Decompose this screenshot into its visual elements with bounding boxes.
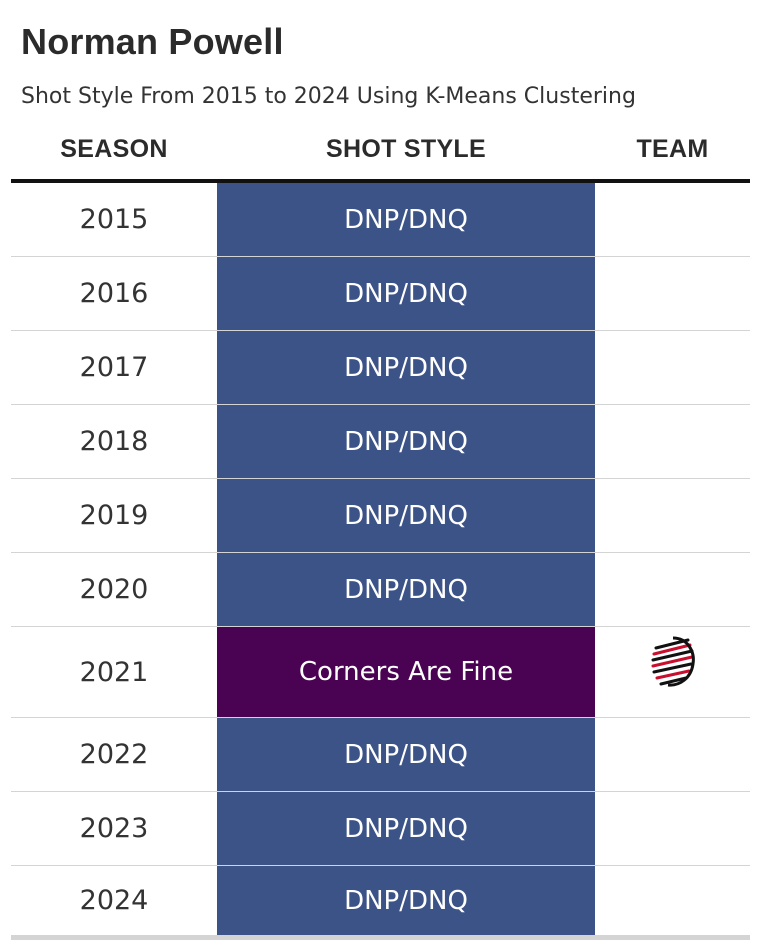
table-row: 2021 Corners Are Fine	[11, 627, 750, 718]
table-header: SEASON SHOT STYLE TEAM	[11, 130, 750, 183]
table-row: 2017 DNP/DNQ	[11, 331, 750, 405]
season-cell: 2023	[79, 813, 149, 844]
team-cell	[595, 866, 750, 935]
table-row: 2018 DNP/DNQ	[11, 405, 750, 479]
table-row: 2020 DNP/DNQ	[11, 553, 750, 627]
season-cell: 2022	[79, 739, 149, 770]
team-cell	[595, 257, 750, 330]
team-cell	[595, 553, 750, 626]
season-cell: 2015	[79, 204, 149, 235]
team-cell	[595, 627, 750, 717]
season-column-header: SEASON	[60, 135, 168, 163]
season-cell: 2017	[79, 352, 149, 383]
shot-style-cell: DNP/DNQ	[217, 866, 595, 935]
team-column-header: TEAM	[636, 135, 709, 163]
shot-style-cell: DNP/DNQ	[217, 479, 595, 552]
shot-style-cell: DNP/DNQ	[217, 718, 595, 791]
shot-style-cell: DNP/DNQ	[217, 553, 595, 626]
shot-style-cell: DNP/DNQ	[217, 257, 595, 330]
season-cell: 2016	[79, 278, 149, 309]
table-row: 2023 DNP/DNQ	[11, 792, 750, 866]
team-cell	[595, 718, 750, 791]
team-cell	[595, 405, 750, 478]
table-row: 2024 DNP/DNQ	[11, 866, 750, 940]
table-row: 2016 DNP/DNQ	[11, 257, 750, 331]
shot-style-cell: DNP/DNQ	[217, 331, 595, 404]
shot-style-cell: Corners Are Fine	[217, 627, 595, 717]
table-row: 2015 DNP/DNQ	[11, 183, 750, 257]
shot-style-cell: DNP/DNQ	[217, 405, 595, 478]
table-body: 2015 DNP/DNQ 2016 DNP/DNQ 2017 DNP/DNQ 2018 DNP…	[11, 183, 750, 940]
team-cell	[595, 331, 750, 404]
season-cell: 2024	[79, 885, 149, 916]
team-cell	[595, 792, 750, 865]
shot-style-cell: DNP/DNQ	[217, 792, 595, 865]
shot-style-cell: DNP/DNQ	[217, 183, 595, 256]
season-cell: 2019	[79, 500, 149, 531]
page-title: Norman Powell	[21, 21, 284, 62]
season-cell: 2018	[79, 426, 149, 457]
team-cell	[595, 479, 750, 552]
season-cell: 2020	[79, 574, 149, 605]
trail-blazers-logo-icon	[648, 634, 698, 690]
shot-style-column-header: SHOT STYLE	[326, 135, 486, 163]
team-cell	[595, 183, 750, 256]
page-subtitle: Shot Style From 2015 to 2024 Using K-Mea…	[21, 84, 636, 109]
table-row: 2022 DNP/DNQ	[11, 718, 750, 792]
shot-style-table: SEASON SHOT STYLE TEAM 2015 DNP/DNQ 2016 DN…	[11, 130, 750, 940]
season-cell: 2021	[79, 656, 149, 688]
table-row: 2019 DNP/DNQ	[11, 479, 750, 553]
